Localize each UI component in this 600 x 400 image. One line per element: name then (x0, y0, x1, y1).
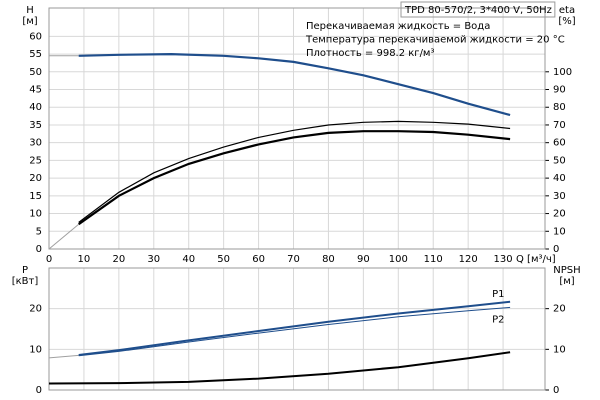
y-axis-label: P (22, 265, 28, 276)
annotation: Температура перекачиваемой жидкости = 20… (305, 35, 565, 46)
y2-axis-label: NPSH (553, 265, 580, 276)
x-tick-label: 110 (424, 254, 443, 265)
y2-tick-label: 10 (553, 226, 566, 237)
y-tick-label: 10 (29, 209, 42, 220)
annotation: Перекачиваемая жидкость = Вода (306, 21, 490, 32)
y-axis-label: H (26, 5, 34, 16)
x-tick-label: 20 (112, 254, 125, 265)
curve (78, 120, 511, 223)
y2-tick-label: 60 (553, 138, 566, 149)
curve (48, 351, 511, 385)
y-tick-label: 0 (36, 244, 42, 255)
y2-tick-label: 70 (553, 120, 566, 131)
curve (48, 354, 79, 359)
y2-tick-label: 20 (553, 209, 566, 220)
plot-frame (48, 267, 546, 391)
curve-label: P1 (492, 289, 504, 300)
x-tick-label: 40 (182, 254, 195, 265)
x-tick-label: 80 (322, 254, 335, 265)
x-tick-label: 10 (78, 254, 91, 265)
y2-tick-label: 90 (553, 85, 566, 96)
y-tick-label: 0 (36, 385, 42, 396)
y-tick-label: 55 (29, 49, 42, 60)
y2-tick-label: 40 (553, 173, 566, 184)
x-tick-label: 60 (252, 254, 265, 265)
y-tick-label: 10 (29, 344, 42, 355)
x-tick-label: 70 (287, 254, 300, 265)
y2-axis-label: eta (559, 5, 575, 16)
chart-title: TPD 80-570/2, 3*400 V, 50Hz (404, 5, 552, 16)
y2-tick-label: 0 (553, 244, 559, 255)
y-tick-label: 60 (29, 31, 42, 42)
curve (78, 300, 511, 356)
x-axis-label: Q [м³/ч] (516, 254, 556, 265)
curve (48, 223, 80, 250)
x-tick-label: 0 (46, 254, 52, 265)
y2-axis-unit: [%] (558, 16, 575, 27)
y-tick-label: 20 (29, 304, 42, 315)
plot-frame (48, 7, 546, 250)
x-tick-label: 50 (217, 254, 230, 265)
y2-tick-label: 50 (553, 155, 566, 166)
y-tick-label: 30 (29, 138, 42, 149)
y2-tick-label: 20 (553, 304, 566, 315)
curve-label: P2 (492, 314, 504, 325)
y2-tick-label: 80 (553, 102, 566, 113)
curve (78, 52, 511, 117)
x-tick-label: 100 (389, 254, 408, 265)
y-tick-label: 5 (36, 226, 42, 237)
y-tick-label: 35 (29, 120, 42, 131)
x-tick-label: 30 (147, 254, 160, 265)
y2-tick-label: 100 (553, 67, 572, 78)
x-tick-label: 90 (357, 254, 370, 265)
y-tick-label: 45 (29, 85, 42, 96)
y-axis-unit: [м] (22, 16, 37, 27)
annotation: Плотность = 998.2 кг/м³ (306, 48, 435, 59)
x-tick-label: 120 (459, 254, 478, 265)
y-tick-label: 25 (29, 155, 42, 166)
y-axis-unit: [кВт] (12, 276, 39, 287)
y-tick-label: 50 (29, 67, 42, 78)
y-tick-label: 15 (29, 191, 42, 202)
y2-tick-label: 0 (553, 385, 559, 396)
y-tick-label: 20 (29, 173, 42, 184)
y2-tick-label: 10 (553, 344, 566, 355)
title-box (400, 1, 556, 18)
curve (78, 306, 511, 357)
x-tick-label: 130 (494, 254, 513, 265)
y-tick-label: 40 (29, 102, 42, 113)
y2-tick-label: 30 (553, 191, 566, 202)
curve (78, 130, 511, 226)
y2-axis-unit: [м] (559, 276, 574, 287)
